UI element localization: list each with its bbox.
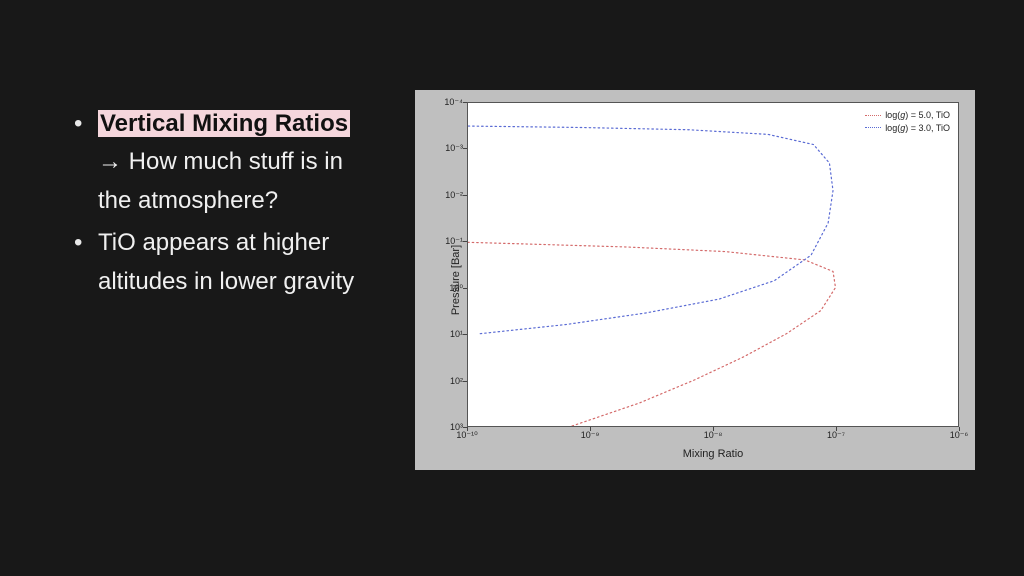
- plot-area: log(g) = 5.0, TiOlog(g) = 3.0, TiO: [467, 102, 959, 427]
- xtick-label: 10⁻⁶: [950, 430, 968, 441]
- xtick-label: 10⁻⁸: [704, 430, 723, 441]
- ytick-label: 10⁰: [435, 283, 463, 294]
- xtick-label: 10⁻⁷: [827, 430, 845, 441]
- ytick-label: 10⁻¹: [435, 236, 463, 247]
- series-1: [468, 126, 833, 334]
- bullet-list: Vertical Mixing Ratios → How much stuff …: [0, 0, 370, 305]
- legend-item: log(g) = 5.0, TiO: [865, 109, 950, 122]
- legend-item: log(g) = 3.0, TiO: [865, 122, 950, 135]
- chart-panel: Pressure [Bar] Mixing Ratio log(g) = 5.0…: [415, 90, 975, 470]
- y-axis-label: Pressure [Bar]: [450, 245, 462, 315]
- legend-swatch: [865, 127, 881, 128]
- series-0: [468, 242, 836, 426]
- bullet-item-1: Vertical Mixing Ratios → How much stuff …: [70, 105, 360, 220]
- x-axis-label: Mixing Ratio: [467, 448, 959, 460]
- ytick-label: 10⁻²: [435, 190, 463, 201]
- legend-label: log(g) = 3.0, TiO: [885, 122, 950, 135]
- ytick-label: 10⁻³: [435, 143, 463, 154]
- ytick-label: 10⁻⁴: [435, 97, 463, 108]
- legend: log(g) = 5.0, TiOlog(g) = 3.0, TiO: [865, 109, 950, 134]
- legend-swatch: [865, 115, 881, 116]
- xtick-label: 10⁻¹⁰: [456, 430, 477, 441]
- bullet-2-text: TiO appears at higher altitudes in lower…: [98, 229, 354, 294]
- bullet-1-rest: How much stuff is in the atmosphere?: [98, 148, 343, 213]
- highlight-text: Vertical Mixing Ratios: [98, 110, 350, 137]
- curve-layer: [468, 103, 958, 426]
- ytick-label: 10²: [435, 376, 463, 386]
- legend-label: log(g) = 5.0, TiO: [885, 109, 950, 122]
- xtick-label: 10⁻⁹: [581, 430, 600, 441]
- arrow-icon: →: [98, 148, 122, 175]
- bullet-item-2: TiO appears at higher altitudes in lower…: [70, 224, 360, 301]
- ytick-label: 10¹: [435, 329, 463, 339]
